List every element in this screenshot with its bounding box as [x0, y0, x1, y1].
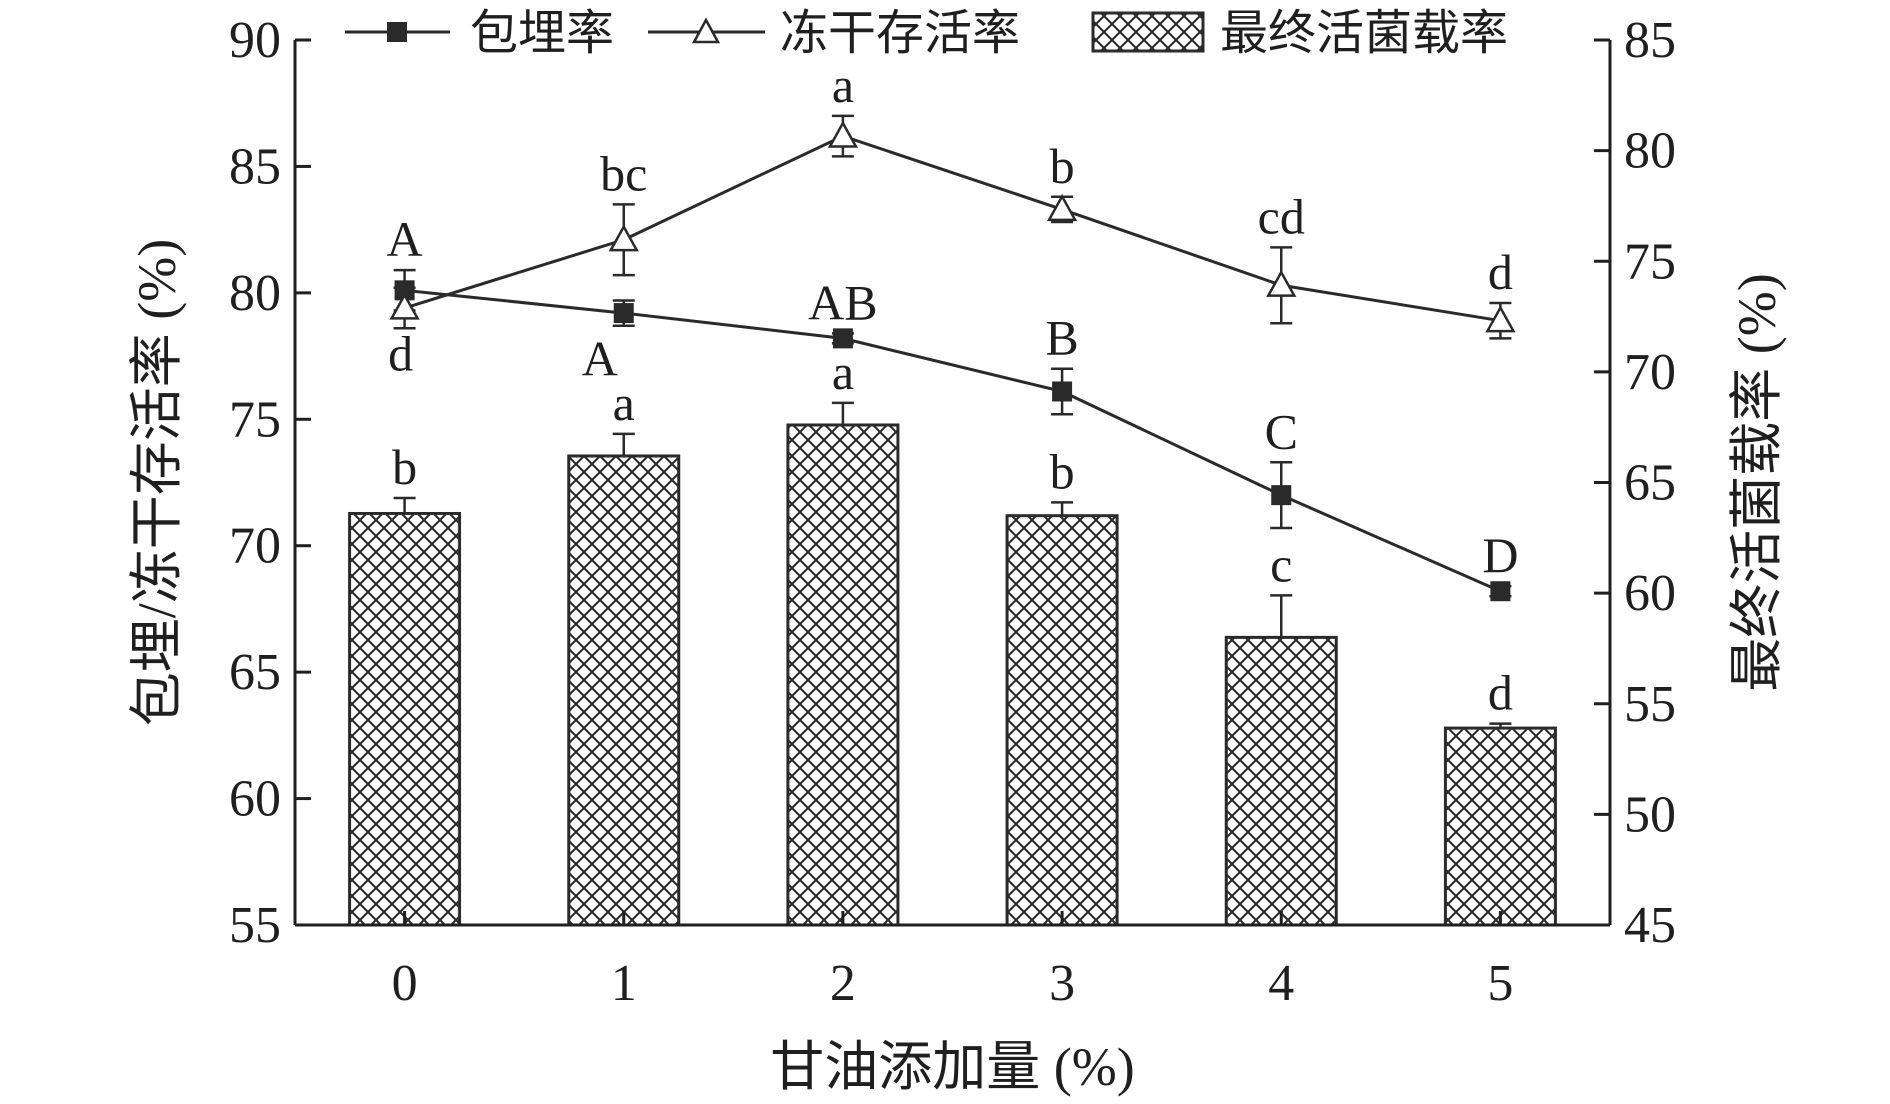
- encapsulation-marker-0: [394, 280, 415, 301]
- legend-freeze-dry-survival-label: 冻干存活率: [780, 7, 1020, 60]
- bar-3: [1005, 514, 1119, 927]
- encapsulation-significance-label-1: A: [582, 331, 618, 387]
- bar-significance-label-3: b: [1050, 443, 1075, 499]
- y-left-tick-label-0: 55: [229, 897, 281, 954]
- y-right-tick-label-7: 80: [1624, 123, 1676, 180]
- y-right-tick-label-3: 60: [1624, 565, 1676, 622]
- bar-significance-label-0: b: [392, 439, 417, 495]
- encapsulation-marker-4: [1271, 485, 1292, 506]
- encapsulation-line: [404, 288, 1502, 593]
- freeze-dry-survival-marker-4: [1266, 269, 1297, 297]
- freeze-dry-survival-significance-label-5: d: [1488, 244, 1513, 300]
- bar-significance-label-5: d: [1488, 665, 1513, 721]
- x-tick-label-4: 4: [1268, 955, 1294, 1012]
- y-left-tick-label-5: 80: [229, 265, 281, 322]
- y-right-tick-label-8: 85: [1624, 12, 1676, 69]
- y-left-tick-label-6: 85: [229, 138, 281, 195]
- encapsulation-significance-label-0: A: [387, 211, 423, 267]
- freeze-dry-survival-marker-5: [1485, 305, 1516, 333]
- freeze-dry-survival-significance-label-3: b: [1050, 138, 1075, 194]
- y-right-tick-label-2: 55: [1624, 676, 1676, 733]
- bar-1: [567, 454, 681, 927]
- bar-significance-label-2: a: [832, 344, 854, 400]
- x-tick-label-5: 5: [1487, 955, 1513, 1012]
- y-right-tick-label-4: 65: [1624, 455, 1676, 512]
- bar-4: [1224, 635, 1338, 927]
- x-tick-label-3: 3: [1049, 955, 1075, 1012]
- freeze-dry-survival-significance-label-1: bc: [600, 145, 647, 201]
- freeze-dry-survival-marker-0: [389, 292, 420, 320]
- freeze-dry-survival-significance-label-0: d: [388, 326, 413, 382]
- y-right-tick-label-5: 70: [1624, 344, 1676, 401]
- y-left-tick-label-4: 75: [229, 391, 281, 448]
- legend-encapsulation-marker: [387, 22, 407, 42]
- encapsulation-significance-label-4: C: [1265, 403, 1298, 459]
- y-axis-left-title: 包埋/冻干存活率 (%): [127, 239, 187, 726]
- y-axis-right-title: 最终活菌载率 (%): [1727, 273, 1787, 691]
- freeze-dry-survival-significance-label-4: cd: [1258, 188, 1305, 244]
- y-right-tick-label-0: 45: [1624, 897, 1676, 954]
- legend: 包埋率 冻干存活率 最终活菌载率: [345, 7, 1508, 60]
- y-right-tick-label-1: 50: [1624, 786, 1676, 843]
- y-left-tick-label-7: 90: [229, 12, 281, 69]
- bar-0: [348, 511, 462, 927]
- encapsulation-significance-label-2: AB: [808, 274, 877, 330]
- legend-final-viable-load-label: 最终活菌载率: [1220, 7, 1508, 60]
- freeze-dry-survival-marker-2: [827, 120, 859, 148]
- legend-encapsulation-label: 包埋率: [470, 7, 614, 60]
- bar-2: [786, 423, 900, 927]
- encapsulation-significance-label-5: D: [1482, 527, 1518, 583]
- encapsulation-marker-5: [1490, 581, 1511, 602]
- encapsulation-significance-label-3: B: [1045, 310, 1078, 366]
- bar-significance-label-4: c: [1270, 536, 1292, 592]
- x-tick-label-0: 0: [392, 955, 418, 1012]
- encapsulation-marker-1: [613, 303, 634, 324]
- freeze-dry-survival-significance-label-2: a: [832, 57, 854, 113]
- legend-freeze-dry-survival-marker: [691, 17, 721, 44]
- y-left-tick-label-3: 70: [229, 518, 281, 575]
- y-left-tick-label-1: 60: [229, 771, 281, 828]
- x-tick-label-2: 2: [830, 955, 856, 1012]
- bar-significance-label-1: a: [613, 375, 635, 431]
- encapsulation-marker-2: [832, 328, 853, 349]
- bars-layer: b a a b c d: [348, 344, 1557, 927]
- x-axis-title: 甘油添加量 (%): [770, 1037, 1134, 1097]
- x-tick-label-1: 1: [611, 955, 637, 1012]
- freeze-dry-survival-line: [404, 134, 1501, 323]
- freeze-dry-survival-marker-1: [608, 224, 639, 252]
- freeze-dry-survival-marker-3: [1046, 193, 1078, 222]
- legend-final-viable-load-swatch: [1091, 11, 1205, 53]
- encapsulation-marker-3: [1052, 381, 1073, 402]
- y-left-tick-label-2: 65: [229, 644, 281, 701]
- bar-5: [1443, 726, 1557, 927]
- y-right-tick-label-6: 75: [1624, 233, 1676, 290]
